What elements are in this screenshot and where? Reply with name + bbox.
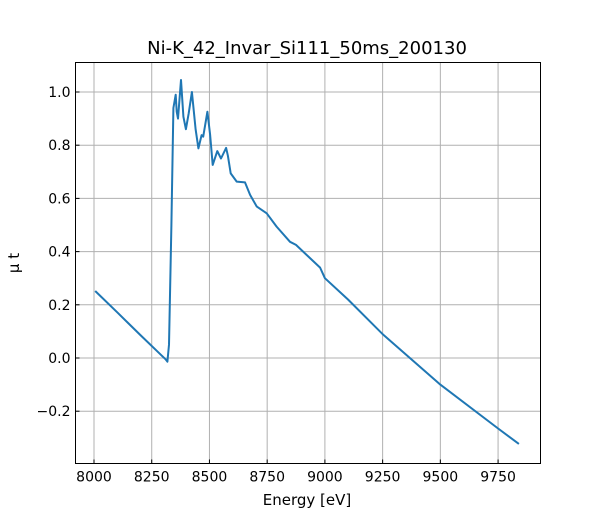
x-tick-label: 9500 <box>423 470 459 486</box>
y-tick-label: 0.4 <box>48 245 70 261</box>
x-tick-label: 9750 <box>480 470 516 486</box>
ticks: 8000 8250 8500 8750 9000 9250 9500 9750 −0.2 0.0 0… <box>37 85 516 486</box>
y-axis-label: μ t <box>5 253 23 273</box>
chart-title: Ni-K_42_Invar_Si111_50ms_200130 <box>147 38 467 59</box>
y-tick-label: −0.2 <box>37 404 71 420</box>
series-layer <box>94 79 520 445</box>
x-tick-label: 8500 <box>192 470 228 486</box>
x-tick-label: 8750 <box>249 470 285 486</box>
series-line-mu_t <box>94 79 520 445</box>
y-tick-label: 0.8 <box>48 138 70 154</box>
y-tick-label: 0.0 <box>48 351 70 367</box>
plot-frame <box>75 62 541 464</box>
x-tick-label: 8000 <box>76 470 112 486</box>
grid <box>75 62 541 464</box>
x-axis-label: Energy [eV] <box>263 491 351 509</box>
x-tick-label: 9000 <box>307 470 343 486</box>
y-tick-label: 0.6 <box>48 191 70 207</box>
y-tick-label: 0.2 <box>48 298 70 314</box>
x-tick-label: 9250 <box>365 470 401 486</box>
x-tick-label: 8250 <box>134 470 170 486</box>
y-tick-label: 1.0 <box>48 85 70 101</box>
